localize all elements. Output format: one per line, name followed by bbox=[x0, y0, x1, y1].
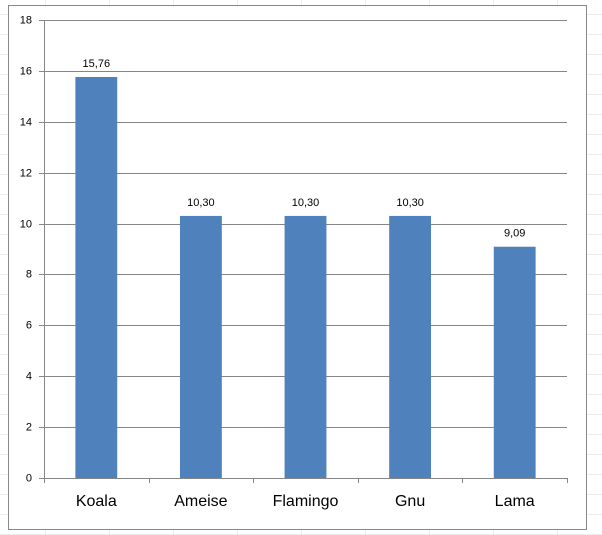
y-tick-label: 6 bbox=[26, 319, 32, 331]
bar bbox=[75, 76, 118, 479]
y-tick-label: 8 bbox=[26, 268, 32, 280]
value-label: 9,09 bbox=[504, 228, 525, 240]
bar bbox=[284, 215, 327, 478]
x-tick-label: Lama bbox=[495, 493, 535, 510]
x-tick-label: Koala bbox=[76, 493, 117, 510]
y-tick-label: 2 bbox=[26, 421, 32, 433]
y-tick-label: 14 bbox=[20, 116, 32, 128]
value-label: 15,76 bbox=[83, 58, 111, 70]
x-tick-label: Flamingo bbox=[273, 493, 339, 510]
value-label: 10,30 bbox=[187, 197, 215, 209]
value-label: 10,30 bbox=[396, 197, 424, 209]
y-tick-label: 10 bbox=[20, 218, 32, 230]
bar bbox=[493, 246, 536, 478]
value-label: 10,30 bbox=[292, 197, 320, 209]
y-tick-label: 16 bbox=[20, 65, 32, 77]
bar bbox=[389, 215, 432, 478]
y-tick-label: 12 bbox=[20, 167, 32, 179]
y-tick-label: 18 bbox=[20, 14, 32, 26]
bar bbox=[179, 215, 222, 478]
y-tick-label: 0 bbox=[26, 472, 32, 484]
x-tick-label: Gnu bbox=[395, 493, 425, 510]
x-tick-label: Ameise bbox=[174, 493, 227, 510]
y-tick-label: 4 bbox=[26, 370, 32, 382]
